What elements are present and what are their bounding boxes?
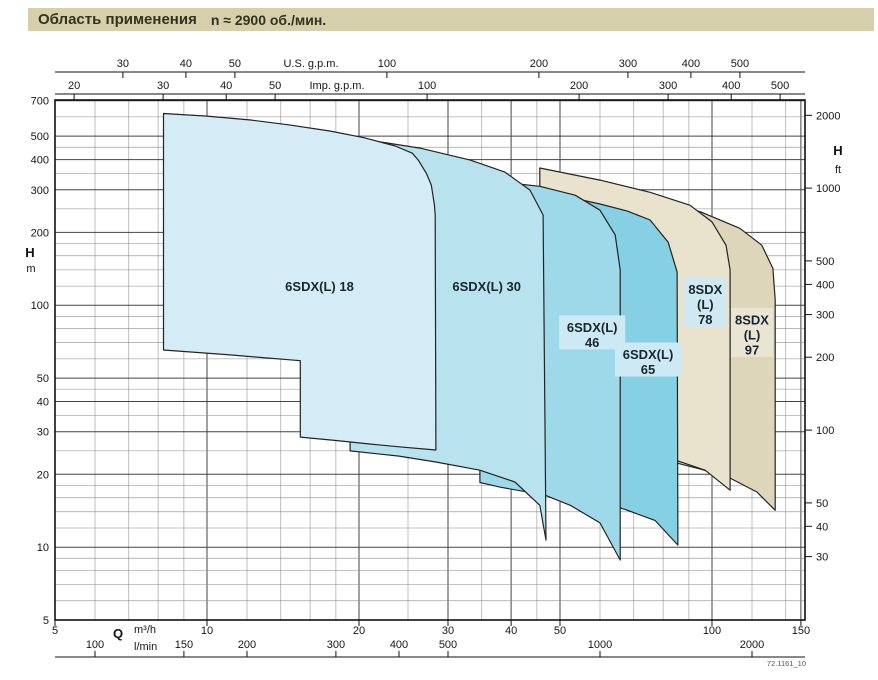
- region-label-6sdxl-30: 6SDX(L) 30: [452, 279, 521, 294]
- title-speed-label: n ≈ 2900 об./мин.: [210, 11, 327, 28]
- axis-label-m3h: m³/h: [134, 624, 156, 636]
- axis-label-meters: m: [26, 263, 35, 275]
- region-label-bg-8sdxl-97: [731, 307, 773, 357]
- m-tick-label: 30: [37, 427, 49, 439]
- us-gpm-tick-label: 50: [229, 58, 241, 70]
- figure-code: 72.1161_10: [767, 659, 806, 668]
- imp-gpm-tick-label: 50: [269, 80, 281, 92]
- ft-tick-label: 100: [816, 425, 834, 437]
- m-tick-label: 300: [31, 185, 49, 197]
- axes-layer: 30 40 50 100 200 300 400 500 20 30 40 50 100 200 300 40…: [31, 58, 840, 658]
- lmin-tick-label: 400: [390, 639, 408, 651]
- title-bar: Область применения n ≈ 2900 об./мин.: [28, 8, 874, 31]
- m-tick-label: 20: [37, 469, 49, 481]
- region-label-8sdxl-78: 8SDX (L) 78: [688, 282, 722, 327]
- us-gpm-tick-label: 400: [682, 58, 700, 70]
- axis-label-lmin: l/min: [134, 641, 157, 653]
- region-6sdxl-18: [162, 112, 437, 451]
- axis-label-flow: Q: [113, 626, 123, 641]
- m-tick-label: 5: [43, 615, 49, 627]
- ft-tick-label: 1000: [816, 183, 840, 195]
- region-label-bg-8sdxl-78: [684, 277, 727, 327]
- ft-tick-label: 300: [816, 310, 834, 322]
- imp-gpm-tick-label: 400: [722, 80, 740, 92]
- m-tick-label: 100: [31, 300, 49, 312]
- m-tick-label: 500: [31, 131, 49, 143]
- lmin-tick-label: 100: [86, 639, 104, 651]
- axis-label-us-gpm: U.S. g.p.m.: [283, 58, 338, 70]
- lmin-tick-label: 200: [238, 639, 256, 651]
- us-gpm-tick-label: 100: [378, 58, 396, 70]
- m-tick-label: 10: [37, 542, 49, 554]
- imp-gpm-tick-label: 100: [418, 80, 436, 92]
- imp-gpm-tick-label: 40: [220, 80, 232, 92]
- region-label-bg-6sdxl-46: [559, 315, 626, 350]
- m3h-tick-label: 10: [201, 625, 213, 637]
- lmin-tick-label: 500: [439, 639, 457, 651]
- ft-tick-label: 30: [816, 552, 828, 564]
- imp-gpm-tick-label: 20: [68, 80, 80, 92]
- us-gpm-tick-label: 40: [180, 58, 192, 70]
- lmin-tick-label: 2000: [740, 639, 764, 651]
- plot-border: [54, 99, 806, 621]
- m3h-tick-label: 150: [792, 625, 810, 637]
- imp-gpm-tick-label: 300: [659, 80, 677, 92]
- m-tick-label: 400: [31, 155, 49, 167]
- m3h-tick-label: 50: [554, 625, 566, 637]
- lmin-tick-label: 150: [175, 639, 193, 651]
- lmin-tick-label: 1000: [588, 639, 612, 651]
- axis-label-head-left: H: [25, 245, 34, 260]
- m3h-tick-label: 20: [353, 625, 365, 637]
- m3h-tick-label: 100: [703, 625, 721, 637]
- imp-gpm-tick-label: 30: [157, 80, 169, 92]
- ft-tick-label: 200: [816, 352, 834, 364]
- page-title: Область применения: [38, 11, 197, 28]
- region-label-6sdxl-65: 6SDX(L) 65: [623, 347, 674, 377]
- axis-label-imp-gpm: Imp. g.p.m.: [309, 80, 364, 92]
- axis-label-feet: ft: [835, 164, 841, 176]
- m3h-tick-label: 30: [442, 625, 454, 637]
- us-gpm-tick-label: 200: [530, 58, 548, 70]
- ft-tick-label: 500: [816, 256, 834, 268]
- ft-tick-label: 2000: [816, 110, 840, 122]
- region-label-6sdxl-18: 6SDX(L) 18: [285, 279, 354, 294]
- m-tick-label: 700: [31, 96, 49, 108]
- ft-tick-label: 400: [816, 279, 834, 291]
- m3h-tick-label: 5: [52, 625, 58, 637]
- m3h-tick-label: 40: [505, 625, 517, 637]
- m-tick-label: 50: [37, 373, 49, 385]
- m-tick-label: 200: [31, 227, 49, 239]
- ft-tick-label: 50: [816, 498, 828, 510]
- region-label-8sdxl-97: 8SDX (L) 97: [735, 312, 769, 357]
- us-gpm-tick-label: 30: [117, 58, 129, 70]
- region-label-6sdxl-46: 6SDX(L) 46: [567, 320, 618, 350]
- m-tick-label: 40: [37, 397, 49, 409]
- us-gpm-tick-label: 500: [731, 58, 749, 70]
- us-gpm-tick-label: 300: [619, 58, 637, 70]
- ft-tick-label: 40: [816, 521, 828, 533]
- imp-gpm-tick-label: 500: [771, 80, 789, 92]
- lmin-tick-label: 300: [327, 639, 345, 651]
- axis-label-head-right: H: [833, 143, 842, 158]
- imp-gpm-tick-label: 200: [570, 80, 588, 92]
- region-label-bg-6sdxl-65: [615, 342, 681, 377]
